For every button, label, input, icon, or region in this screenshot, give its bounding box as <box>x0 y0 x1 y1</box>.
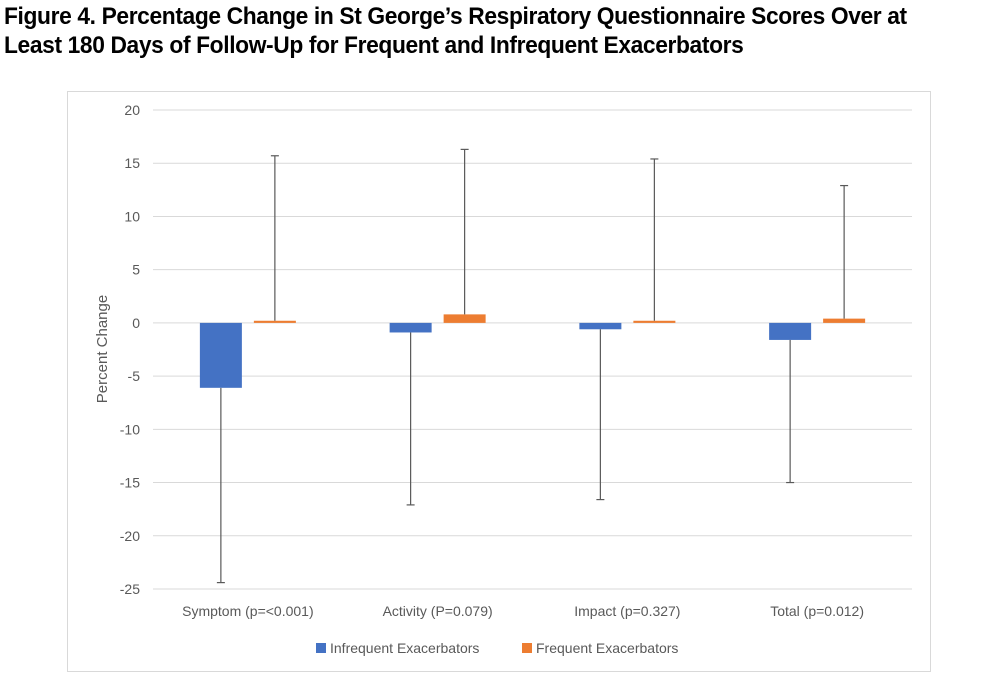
figure-title-line-2: Least 180 Days of Follow-Up for Frequent… <box>4 32 744 59</box>
y-tick-label: 0 <box>132 315 140 331</box>
y-tick-label: -20 <box>120 528 140 544</box>
bar <box>443 314 486 323</box>
legend-label: Infrequent Exacerbators <box>330 640 479 656</box>
y-tick-label: -5 <box>128 368 141 384</box>
y-tick-label: 10 <box>124 208 140 224</box>
y-tick-label: 15 <box>124 155 140 171</box>
x-tick-label: Impact (p=0.327) <box>574 603 680 619</box>
y-axis-ticks: -25 -20 -15 -10 -5 0 5 10 15 20 <box>120 102 140 597</box>
y-tick-label: -25 <box>120 581 140 597</box>
x-tick-label: Activity (P=0.079) <box>383 603 493 619</box>
legend-swatch <box>316 643 326 653</box>
bar <box>633 320 676 323</box>
bar <box>253 320 296 323</box>
legend-swatch <box>522 643 532 653</box>
legend: Infrequent Exacerbators Frequent Exacerba… <box>316 640 678 656</box>
x-tick-label: Symptom (p=<0.001) <box>182 603 314 619</box>
bar <box>769 322 812 340</box>
figure-title: Figure 4. Percentage Change in St George… <box>4 2 925 60</box>
y-tick-label: 5 <box>132 262 140 278</box>
bar <box>579 322 622 330</box>
bars <box>199 314 866 388</box>
bar <box>389 322 432 333</box>
x-axis-labels: Symptom (p=<0.001) Activity (P=0.079) Impa… <box>182 603 864 619</box>
x-tick-label: Total (p=0.012) <box>770 603 864 619</box>
y-tick-label: 20 <box>124 102 140 118</box>
bar <box>199 322 242 388</box>
figure-title-line-1: Figure 4. Percentage Change in St George… <box>4 3 907 30</box>
error-bars <box>216 148 849 584</box>
legend-label: Frequent Exacerbators <box>536 640 678 656</box>
y-tick-label: -10 <box>120 421 140 437</box>
y-axis-title: Percent Change <box>94 295 111 403</box>
gridlines <box>153 109 912 590</box>
y-tick-label: -15 <box>120 475 140 491</box>
bar <box>823 318 866 323</box>
